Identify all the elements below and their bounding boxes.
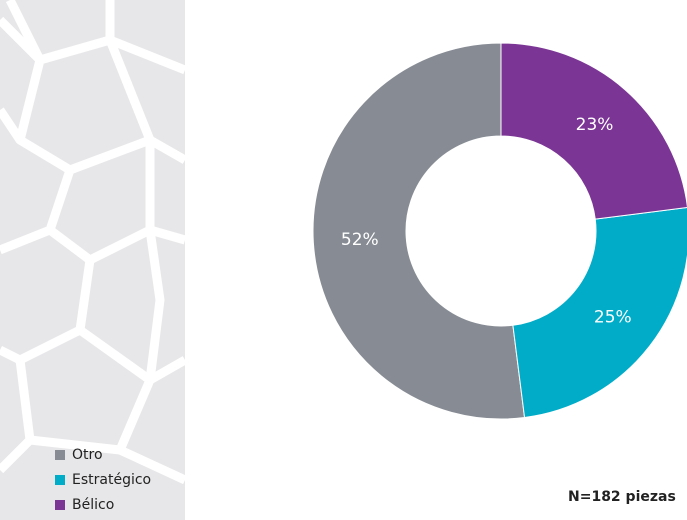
donut: 52% 25% 23% [312,42,687,420]
donut-segment [500,42,687,220]
legend-swatch [55,500,65,510]
legend-swatch [55,450,65,460]
value-label: 52% [341,230,379,250]
note: N=182 piezas [568,489,676,505]
legend-label: Bélico [72,497,114,513]
background-pattern [0,0,188,520]
value-label: 25% [594,308,632,328]
value-label: 23% [576,115,614,135]
legend-swatch [55,475,65,485]
legend-label: Estratégico [72,472,151,488]
legend-label: Otro [72,447,103,463]
donut-segment [512,206,687,419]
legend: Otro Estratégico Bélico [55,447,151,513]
donut-segment [312,42,526,420]
